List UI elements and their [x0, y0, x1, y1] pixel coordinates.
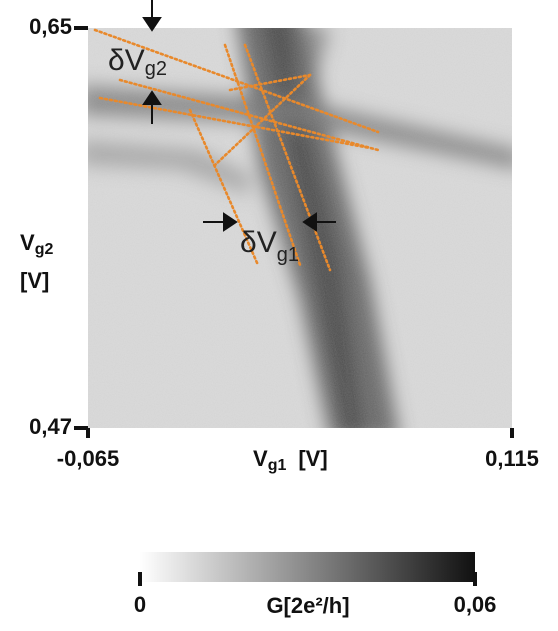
delta-vg2-label: δVg2 — [108, 44, 167, 80]
delta-vg1-label: δVg1 — [240, 226, 299, 266]
y-axis-unit: [V] — [20, 268, 49, 293]
guide-lines — [93, 28, 380, 272]
colorbar — [140, 552, 475, 582]
x-axis-label: Vg1 [V] — [253, 446, 328, 474]
y-tick-label: 0,65 — [29, 14, 72, 39]
arrows — [142, 0, 336, 232]
x-tick-label: -0,065 — [57, 446, 119, 471]
conductance-map — [88, 28, 512, 428]
x-tick-label: 0,115 — [485, 446, 539, 471]
colorbar-tick-label: 0,06 — [454, 592, 497, 617]
y-tick-label: 0,47 — [29, 414, 72, 439]
colorbar-tick-label: 0 — [134, 592, 146, 617]
colorbar-label: G[2e²/h] — [266, 593, 349, 618]
y-axis-label: Vg2 — [20, 230, 53, 258]
